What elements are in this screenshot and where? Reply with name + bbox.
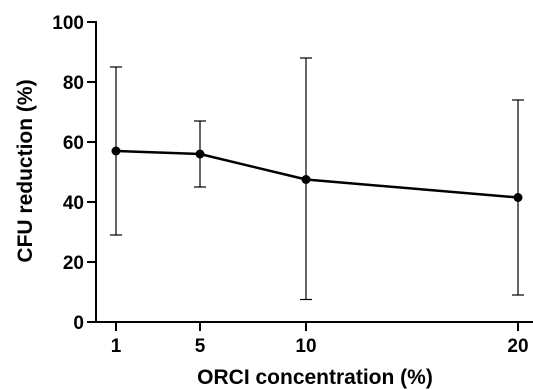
data-series <box>111 146 523 202</box>
y-tick-label: 40 <box>63 193 84 214</box>
data-point <box>301 175 311 184</box>
x-tick-label: 5 <box>195 336 206 357</box>
y-tick-label: 0 <box>73 313 84 334</box>
x-axis: 1 5 10 20 <box>95 321 533 357</box>
y-axis: 0 20 40 60 80 100 <box>52 13 97 334</box>
x-tick-label: 1 <box>111 336 122 357</box>
y-tick-label: 20 <box>63 253 84 274</box>
x-tick-label: 10 <box>295 336 316 357</box>
data-point <box>111 146 121 156</box>
series-line <box>115 149 519 199</box>
y-axis-title: CFU reduction (%) <box>14 79 37 262</box>
data-point <box>513 193 523 202</box>
data-point <box>195 149 205 159</box>
y-tick-label: 100 <box>52 13 84 34</box>
y-tick-label: 60 <box>63 133 84 154</box>
error-bars <box>110 57 524 301</box>
x-tick-label: 20 <box>507 336 528 357</box>
x-axis-title: ORCI concentration (%) <box>197 366 433 389</box>
y-tick-label: 80 <box>63 73 84 94</box>
